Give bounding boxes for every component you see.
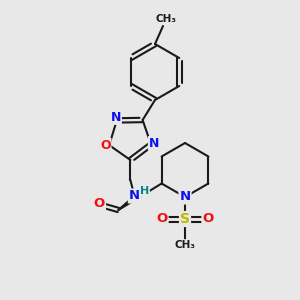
- Text: O: O: [202, 212, 214, 226]
- Text: O: O: [94, 197, 105, 211]
- Text: O: O: [100, 139, 110, 152]
- Text: O: O: [156, 212, 168, 226]
- Text: H: H: [140, 186, 149, 196]
- Text: N: N: [129, 190, 140, 202]
- Text: CH₃: CH₃: [175, 240, 196, 250]
- Text: N: N: [111, 111, 121, 124]
- Text: N: N: [179, 190, 191, 203]
- Text: N: N: [149, 137, 159, 150]
- Text: S: S: [180, 212, 190, 226]
- Text: CH₃: CH₃: [155, 14, 176, 24]
